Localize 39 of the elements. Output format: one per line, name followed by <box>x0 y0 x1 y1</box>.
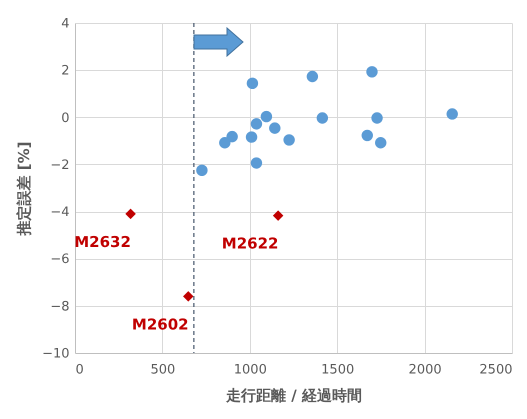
y-tick-label: 0 <box>61 110 70 126</box>
point <box>125 208 136 220</box>
point <box>250 157 262 169</box>
point <box>246 131 258 143</box>
y-tick-label: 2 <box>61 64 70 79</box>
x-tick-label: 2500 <box>479 362 512 378</box>
annotation: M2602 <box>132 315 189 334</box>
x-tick-label: 1500 <box>321 362 354 378</box>
point <box>269 122 280 134</box>
point <box>306 70 318 82</box>
y-tick-label: −8 <box>50 299 70 314</box>
y-tick-label: −10 <box>42 346 70 362</box>
point <box>375 137 386 148</box>
annotation: M2622 <box>222 234 278 253</box>
point <box>316 112 328 124</box>
point <box>283 134 295 146</box>
point <box>183 291 194 302</box>
point <box>219 137 231 148</box>
point <box>362 130 373 142</box>
y-tick-label: −2 <box>50 158 70 173</box>
y-tick-label: 4 <box>61 16 70 32</box>
point <box>246 78 258 90</box>
y-tick-label: −6 <box>50 252 70 268</box>
point <box>250 118 262 130</box>
y-tick-label: −4 <box>50 205 70 220</box>
point <box>371 112 383 124</box>
point <box>446 108 458 120</box>
point <box>260 110 272 122</box>
annotation: M2632 <box>74 232 131 251</box>
y-axis-title: 推定誤差 [%] <box>15 142 34 236</box>
x-tick-label: 1000 <box>234 362 267 378</box>
point <box>272 210 284 221</box>
x-tick-label: 2000 <box>408 362 442 378</box>
point <box>196 164 208 176</box>
x-tick-label: 500 <box>150 362 176 378</box>
x-tick-label: 0 <box>76 362 84 378</box>
point <box>366 66 378 78</box>
point <box>226 130 238 142</box>
x-axis-title: 走行距離 / 経過時間 <box>225 386 362 404</box>
